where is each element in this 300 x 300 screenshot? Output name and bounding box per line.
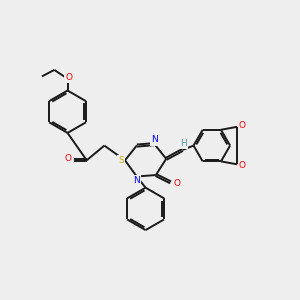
Text: H: H <box>181 139 187 148</box>
Text: N: N <box>134 176 140 185</box>
Text: O: O <box>174 179 181 188</box>
Text: S: S <box>118 156 124 165</box>
Text: O: O <box>239 161 246 170</box>
Text: O: O <box>65 73 73 82</box>
Text: N: N <box>151 136 158 145</box>
Text: O: O <box>64 154 72 163</box>
Text: O: O <box>239 121 246 130</box>
